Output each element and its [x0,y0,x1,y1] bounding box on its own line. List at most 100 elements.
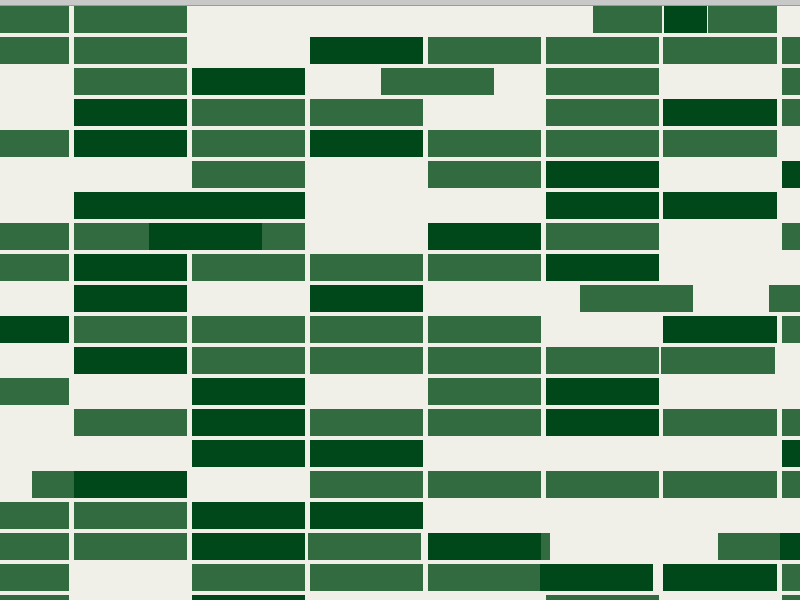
tile-r18-3[interactable] [428,564,541,591]
tile-r0-1[interactable] [74,6,187,33]
tile-r4-1[interactable] [74,130,187,157]
tile-r5-2[interactable] [546,161,659,188]
tile-r13-2[interactable] [310,409,423,436]
tile-r19-3[interactable] [782,595,800,600]
tile-r2-4[interactable] [782,68,800,95]
tile-r17-4[interactable] [428,533,541,560]
tile-r17-5[interactable] [541,533,550,560]
tile-r2-1[interactable] [192,68,305,95]
tile-r13-3[interactable] [428,409,541,436]
tile-r0-0[interactable] [0,6,69,33]
tile-r17-3[interactable] [308,533,421,560]
tile-r11-5[interactable] [661,347,775,374]
tile-r13-4[interactable] [546,409,659,436]
tile-r1-4[interactable] [546,37,659,64]
tile-r3-1[interactable] [192,99,305,126]
tile-r0-3[interactable] [664,6,707,33]
tile-r10-6[interactable] [782,316,800,343]
tile-r7-3[interactable] [262,223,305,250]
tile-r0-2[interactable] [593,6,662,33]
tile-r18-4[interactable] [540,564,653,591]
tile-r8-0[interactable] [0,254,69,281]
tile-r11-0[interactable] [74,347,187,374]
tile-r1-5[interactable] [663,37,777,64]
tile-r5-1[interactable] [428,161,541,188]
tile-r17-0[interactable] [0,533,69,560]
tile-r9-2[interactable] [580,285,693,312]
tile-r15-1[interactable] [74,471,187,498]
tile-r5-3[interactable] [782,161,800,188]
tile-r7-0[interactable] [0,223,69,250]
tile-r13-5[interactable] [663,409,777,436]
tile-r7-5[interactable] [546,223,659,250]
tile-r17-6[interactable] [718,533,780,560]
tile-r15-2[interactable] [310,471,423,498]
tile-r4-4[interactable] [428,130,541,157]
tile-r16-0[interactable] [0,502,69,529]
tile-r18-0[interactable] [0,564,69,591]
tile-r16-2[interactable] [192,502,305,529]
tile-r7-2[interactable] [149,223,262,250]
tile-r4-5[interactable] [546,130,659,157]
tile-r7-4[interactable] [428,223,541,250]
tile-r15-3[interactable] [428,471,541,498]
tile-r3-5[interactable] [782,99,800,126]
tile-r10-1[interactable] [74,316,187,343]
tile-r3-4[interactable] [663,99,777,126]
tile-r1-3[interactable] [428,37,541,64]
tile-r10-5[interactable] [663,316,777,343]
tile-r6-5[interactable] [745,192,777,219]
tile-r11-2[interactable] [310,347,423,374]
tile-r19-1[interactable] [192,595,305,600]
tile-r16-1[interactable] [74,502,187,529]
tile-r11-3[interactable] [428,347,541,374]
tile-r6-4[interactable] [663,192,745,219]
tile-r15-4[interactable] [546,471,659,498]
tile-r16-3[interactable] [310,502,423,529]
tile-r12-2[interactable] [428,378,541,405]
tile-r17-1[interactable] [74,533,187,560]
tile-r8-4[interactable] [428,254,541,281]
tile-r10-4[interactable] [428,316,541,343]
tile-r4-2[interactable] [192,130,305,157]
tile-r6-2[interactable] [192,192,305,219]
tile-r4-3[interactable] [310,130,423,157]
tile-r14-1[interactable] [310,440,423,467]
tile-r6-3[interactable] [546,192,659,219]
tile-r3-0[interactable] [74,99,187,126]
tile-r5-0[interactable] [192,161,305,188]
tile-r9-1[interactable] [310,285,423,312]
tile-r12-3[interactable] [546,378,659,405]
tile-r8-3[interactable] [310,254,423,281]
tile-r11-4[interactable] [546,347,659,374]
tile-r15-5[interactable] [663,471,777,498]
tile-r19-2[interactable] [546,595,659,600]
tile-r12-0[interactable] [0,378,69,405]
tile-r3-2[interactable] [310,99,423,126]
tile-r12-1[interactable] [192,378,305,405]
tile-r7-6[interactable] [782,223,800,250]
tile-r15-6[interactable] [782,471,800,498]
tile-r1-6[interactable] [782,37,800,64]
tile-r9-3[interactable] [769,285,800,312]
tile-r0-4[interactable] [708,6,777,33]
tile-r2-2[interactable] [381,68,494,95]
tile-r2-0[interactable] [74,68,187,95]
tile-r18-2[interactable] [310,564,423,591]
tile-r18-1[interactable] [192,564,305,591]
tile-r10-2[interactable] [192,316,305,343]
tile-r14-2[interactable] [782,440,800,467]
tile-r13-0[interactable] [74,409,187,436]
tile-r19-0[interactable] [0,595,69,600]
tile-r14-0[interactable] [192,440,305,467]
tile-r2-3[interactable] [546,68,659,95]
tile-r9-0[interactable] [74,285,187,312]
tile-r1-1[interactable] [74,37,187,64]
tile-r18-6[interactable] [782,564,800,591]
tile-r17-7[interactable] [780,533,800,560]
tile-r10-3[interactable] [310,316,423,343]
tile-r10-0[interactable] [0,316,69,343]
tile-r1-2[interactable] [310,37,423,64]
tile-r13-6[interactable] [782,409,800,436]
tile-r4-6[interactable] [663,130,777,157]
